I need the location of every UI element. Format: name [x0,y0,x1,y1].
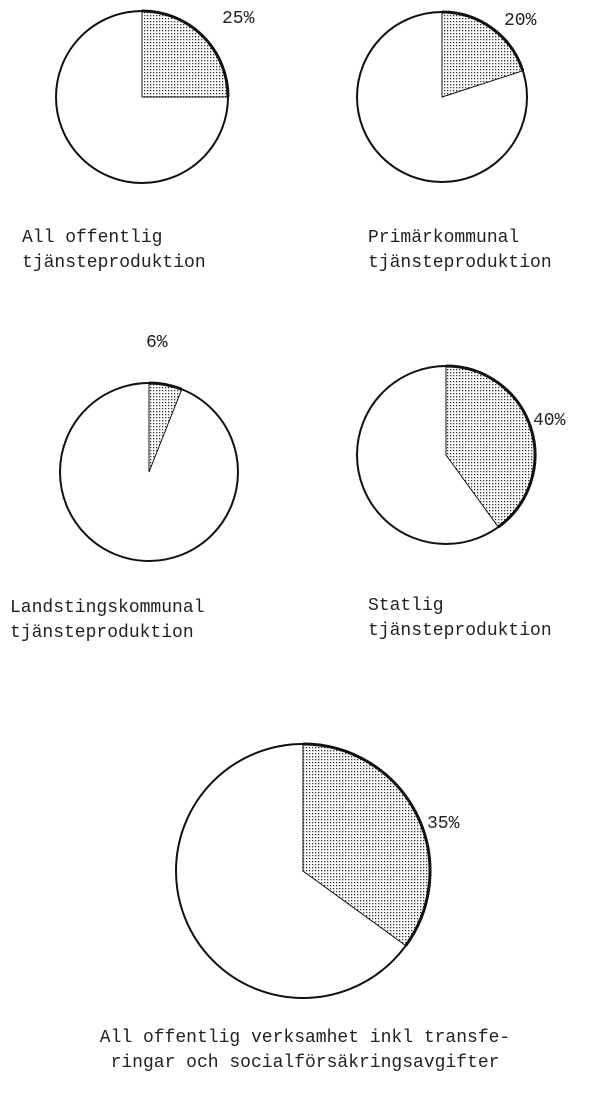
pie-slice-rim [148,381,183,391]
pie-caption: Landstingskommunal [10,598,204,618]
value-label: 35% [427,814,460,834]
pie-caption: tjänsteproduktion [10,623,194,643]
pie-caption: tjänsteproduktion [368,621,552,641]
value-label: 6% [146,333,168,353]
value-label: 20% [504,11,537,31]
pie-caption: Statlig [368,596,444,616]
pie-slice-rim [302,742,432,947]
pie-caption: All offentlig [22,228,162,248]
pie-caption: Primärkommunal [368,228,519,248]
pie-caption: ringar och socialförsäkringsavgifter [111,1053,500,1073]
pie-caption: All offentlig verksamhet inkl transfe- [100,1028,510,1048]
value-label: 40% [533,411,566,431]
pie-slice-rim [445,364,537,529]
value-label: 25% [222,9,255,29]
pie-slice-rim [141,9,230,98]
pie-caption: tjänsteproduktion [22,253,206,273]
pie-slice-rim [441,10,525,72]
pie-caption: tjänsteproduktion [368,253,552,273]
